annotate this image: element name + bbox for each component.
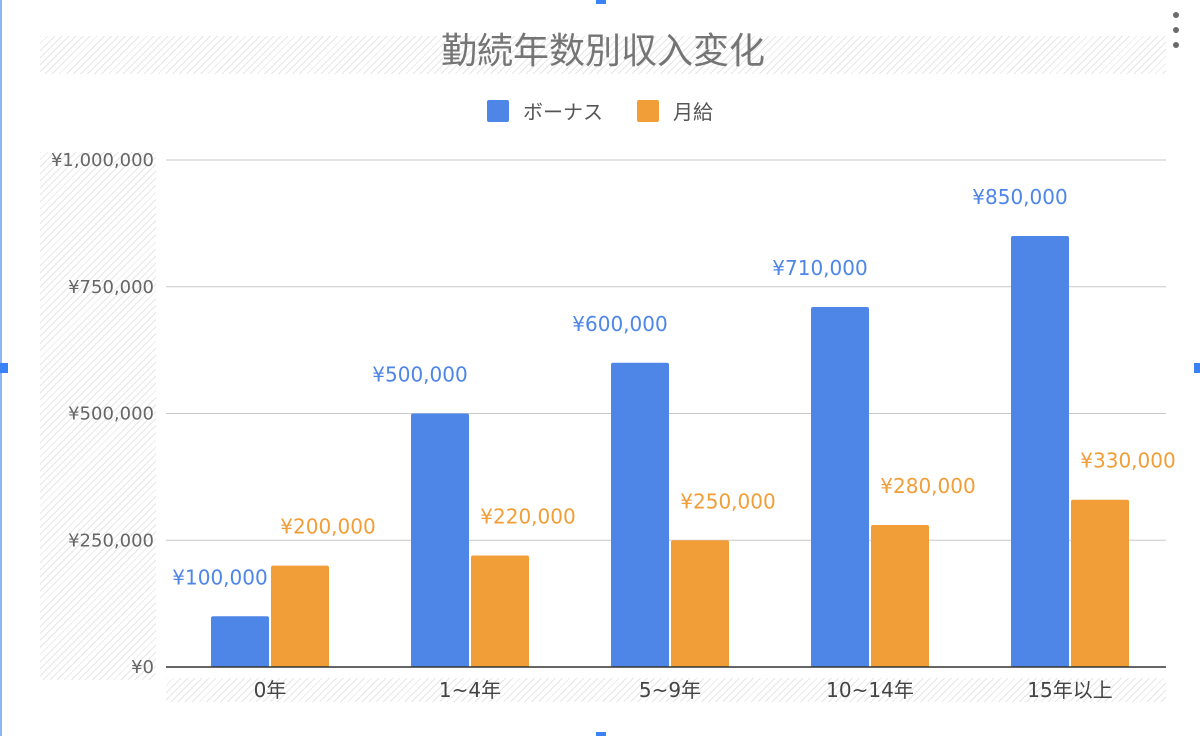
legend-label-salary: 月給 [673, 100, 713, 124]
legend-label-bonus: ボーナス [523, 100, 603, 124]
y-tick-label: ¥500,000 [68, 404, 154, 425]
chart-legend: ボーナス 月給 [0, 96, 1200, 125]
selection-handle-top[interactable] [596, 0, 606, 4]
bar-bonus [611, 362, 669, 667]
x-tick-label: 15年以上 [1027, 678, 1112, 702]
data-label-salary: ¥330,000 [1080, 449, 1175, 473]
data-label-salary: ¥200,000 [280, 515, 375, 539]
legend-swatch-salary [637, 99, 659, 122]
selection-handle-left[interactable] [0, 363, 8, 373]
y-tick-label: ¥1,000,000 [51, 150, 154, 171]
y-tick-label: ¥0 [131, 657, 154, 678]
selection-handle-right[interactable] [1194, 363, 1200, 373]
x-tick-label: 10~14年 [826, 678, 914, 702]
legend-item-bonus[interactable]: ボーナス [487, 96, 603, 125]
selection-handle-bottom[interactable] [596, 732, 606, 736]
bar-bonus [411, 413, 469, 667]
data-label-salary: ¥220,000 [480, 504, 575, 528]
data-label-bonus: ¥100,000 [172, 565, 267, 589]
more-vert-icon[interactable] [1172, 12, 1180, 48]
bar-bonus [211, 616, 269, 667]
legend-item-salary[interactable]: 月給 [637, 96, 713, 125]
data-label-salary: ¥280,000 [880, 474, 975, 498]
bar-salary [1071, 499, 1129, 667]
chart-title: 勤続年数別収入変化 [440, 31, 765, 72]
legend-swatch-bonus [487, 99, 509, 122]
data-label-bonus: ¥850,000 [972, 185, 1067, 209]
x-tick-label: 1~4年 [439, 678, 501, 702]
x-axis-hatch-area [166, 678, 1166, 702]
bar-salary [471, 555, 529, 667]
y-tick-label: ¥750,000 [68, 277, 154, 298]
data-label-bonus: ¥500,000 [372, 363, 467, 387]
y-tick-label: ¥250,000 [68, 530, 154, 551]
title-hatch-area [40, 36, 1166, 74]
x-tick-label: 5~9年 [639, 678, 701, 702]
data-label-bonus: ¥600,000 [572, 312, 667, 336]
bar-bonus [811, 307, 869, 667]
bar-salary [271, 565, 329, 667]
data-label-bonus: ¥710,000 [772, 256, 867, 280]
bar-bonus [1011, 236, 1069, 668]
data-label-salary: ¥250,000 [680, 489, 775, 513]
bar-salary [871, 525, 929, 667]
bar-salary [671, 540, 729, 667]
y-axis-hatch-area [40, 152, 156, 680]
x-tick-label: 0年 [254, 678, 287, 702]
